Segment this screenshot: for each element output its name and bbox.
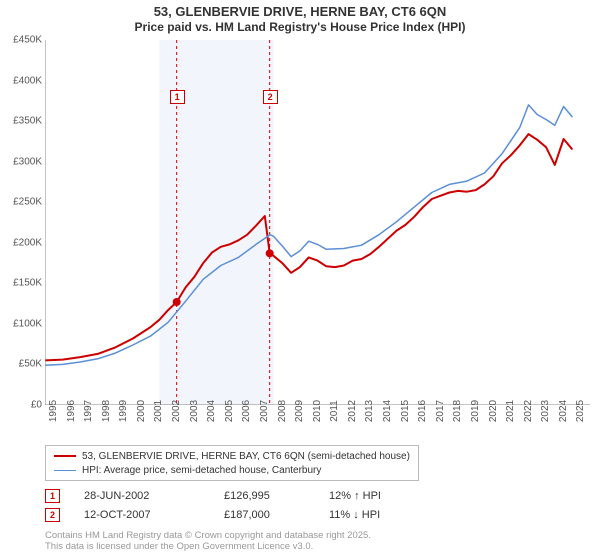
x-tick-label: 2025 [575, 400, 586, 422]
legend-swatch [54, 470, 76, 471]
x-tick-label: 2021 [505, 400, 516, 422]
x-tick-label: 2024 [558, 400, 569, 422]
x-tick-label: 2001 [153, 400, 164, 422]
title-sub: Price paid vs. HM Land Registry's House … [0, 20, 600, 35]
x-tick-label: 2000 [136, 400, 147, 422]
legend-swatch [54, 455, 76, 457]
sale-price: £187,000 [224, 509, 329, 521]
sale-price: £126,995 [224, 490, 329, 502]
x-tick-label: 2012 [347, 400, 358, 422]
legend-row: 53, GLENBERVIE DRIVE, HERNE BAY, CT6 6QN… [54, 449, 410, 463]
sale-row: 2 12-OCT-2007 £187,000 11% ↓ HPI [45, 505, 444, 524]
sale-marker-badge: 1 [45, 489, 60, 503]
x-tick-label: 2014 [382, 400, 393, 422]
y-tick-label: £300K [13, 156, 42, 167]
sale-callout: 2 [263, 90, 278, 104]
title-main: 53, GLENBERVIE DRIVE, HERNE BAY, CT6 6QN [0, 4, 600, 20]
sale-hpi-delta: 11% ↓ HPI [329, 509, 444, 521]
x-tick-label: 2015 [400, 400, 411, 422]
x-tick-label: 2019 [470, 400, 481, 422]
attribution-line: This data is licensed under the Open Gov… [45, 541, 371, 552]
x-tick-label: 2013 [364, 400, 375, 422]
x-tick-label: 2022 [523, 400, 534, 422]
x-tick-label: 2009 [294, 400, 305, 422]
y-tick-label: £400K [13, 75, 42, 86]
legend: 53, GLENBERVIE DRIVE, HERNE BAY, CT6 6QN… [45, 445, 419, 481]
y-tick-label: £350K [13, 116, 42, 127]
x-tick-label: 1997 [83, 400, 94, 422]
legend-label: HPI: Average price, semi-detached house,… [82, 465, 321, 476]
x-tick-label: 1999 [118, 400, 129, 422]
x-tick-label: 2010 [312, 400, 323, 422]
attribution-line: Contains HM Land Registry data © Crown c… [45, 530, 371, 541]
x-tick-label: 1996 [66, 400, 77, 422]
legend-label: 53, GLENBERVIE DRIVE, HERNE BAY, CT6 6QN… [82, 451, 410, 462]
chart-area [45, 40, 590, 405]
sale-marker-badge: 2 [45, 508, 60, 522]
sale-hpi-delta: 12% ↑ HPI [329, 490, 444, 502]
y-tick-label: £50K [19, 359, 42, 370]
chart-svg [45, 40, 590, 405]
x-tick-label: 2002 [171, 400, 182, 422]
x-tick-label: 2011 [329, 400, 340, 422]
y-tick-label: £150K [13, 278, 42, 289]
x-tick-label: 2003 [189, 400, 200, 422]
x-tick-label: 2023 [540, 400, 551, 422]
sale-date: 28-JUN-2002 [84, 490, 224, 502]
x-tick-label: 2017 [435, 400, 446, 422]
sale-table: 1 28-JUN-2002 £126,995 12% ↑ HPI 2 12-OC… [45, 486, 444, 524]
y-tick-label: £0 [31, 400, 42, 411]
legend-row: HPI: Average price, semi-detached house,… [54, 463, 410, 477]
x-tick-label: 1995 [48, 400, 59, 422]
y-tick-label: £250K [13, 197, 42, 208]
sale-row: 1 28-JUN-2002 £126,995 12% ↑ HPI [45, 486, 444, 505]
x-tick-label: 2007 [259, 400, 270, 422]
x-tick-label: 2008 [277, 400, 288, 422]
y-tick-label: £450K [13, 35, 42, 46]
sale-callout: 1 [170, 90, 185, 104]
x-tick-label: 2018 [452, 400, 463, 422]
y-tick-label: £200K [13, 237, 42, 248]
x-tick-label: 2016 [417, 400, 428, 422]
y-tick-label: £100K [13, 318, 42, 329]
x-tick-label: 1998 [101, 400, 112, 422]
chart-title-block: 53, GLENBERVIE DRIVE, HERNE BAY, CT6 6QN… [0, 0, 600, 35]
x-tick-label: 2006 [241, 400, 252, 422]
x-tick-label: 2005 [224, 400, 235, 422]
sale-date: 12-OCT-2007 [84, 509, 224, 521]
attribution: Contains HM Land Registry data © Crown c… [45, 530, 371, 553]
x-tick-label: 2020 [488, 400, 499, 422]
x-tick-label: 2004 [206, 400, 217, 422]
